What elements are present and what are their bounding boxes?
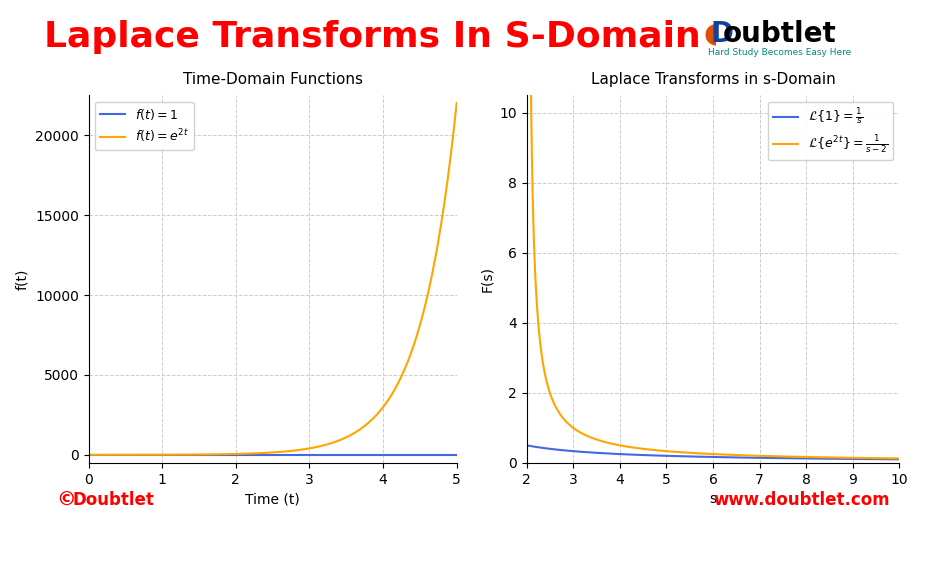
Text: Doubtlet: Doubtlet [73,491,155,509]
X-axis label: Time (t): Time (t) [245,492,300,506]
Text: ◖: ◖ [704,20,719,48]
Line: $\mathcal{L}\{e^{2t}\} = \frac{1}{s-2}$: $\mathcal{L}\{e^{2t}\} = \frac{1}{s-2}$ [528,0,899,458]
$\mathcal{L}\{1\} = \frac{1}{s}$ [699,453,710,460]
$\mathcal{L}\{e^{2t}\} = \frac{1}{s-2}$ [724,452,735,458]
$\mathcal{L}\{e^{2t}\} = \frac{1}{s-2}$ [702,450,713,457]
$f(t) = 1$ [443,452,454,458]
$\mathcal{L}\{e^{2t}\} = \frac{1}{s-2}$ [744,452,755,459]
$f(t) = 1$ [451,452,462,458]
Text: ©: © [56,491,75,510]
$f(t) = 1$ [282,452,294,458]
X-axis label: s: s [709,492,717,506]
$f(t) = e^{2t}$ [282,448,294,454]
$f(t) = e^{2t}$ [258,449,269,456]
$\mathcal{L}\{1\} = \frac{1}{s}$ [523,443,534,449]
$\mathcal{L}\{e^{2t}\} = \frac{1}{s-2}$ [827,454,838,461]
$\mathcal{L}\{1\} = \frac{1}{s}$ [884,456,896,463]
$f(t) = e^{2t}$ [260,449,271,456]
Line: $f(t) = e^{2t}$: $f(t) = e^{2t}$ [89,103,457,455]
Text: Hard Study Becomes Easy Here: Hard Study Becomes Easy Here [708,48,852,57]
$\mathcal{L}\{e^{2t}\} = \frac{1}{s-2}$ [699,450,710,457]
$f(t) = e^{2t}$ [451,99,462,106]
$f(t) = 1$ [385,452,396,458]
$\mathcal{L}\{1\} = \frac{1}{s}$ [894,456,905,463]
Title: Time-Domain Functions: Time-Domain Functions [183,72,363,88]
$f(t) = e^{2t}$ [443,175,454,182]
$f(t) = 1$ [83,452,94,458]
Title: Laplace Transforms in s-Domain: Laplace Transforms in s-Domain [591,72,835,88]
Text: oubtlet: oubtlet [722,20,836,48]
$f(t) = e^{2t}$ [302,445,313,452]
$\mathcal{L}\{1\} = \frac{1}{s}$ [827,456,838,462]
Line: $\mathcal{L}\{1\} = \frac{1}{s}$: $\mathcal{L}\{1\} = \frac{1}{s}$ [528,446,899,459]
$f(t) = 1$ [260,452,271,458]
$f(t) = 1$ [258,452,269,458]
FancyBboxPatch shape [29,32,932,521]
Y-axis label: f(t): f(t) [16,268,30,290]
$f(t) = e^{2t}$ [83,452,94,458]
Y-axis label: F(s): F(s) [480,266,494,292]
$\mathcal{L}\{e^{2t}\} = \frac{1}{s-2}$ [884,455,896,462]
Text: www.doubtlet.com: www.doubtlet.com [713,491,890,509]
$f(t) = 1$ [302,452,313,458]
$f(t) = e^{2t}$ [385,393,396,400]
$\mathcal{L}\{e^{2t}\} = \frac{1}{s-2}$ [894,455,905,462]
Text: D: D [710,20,733,48]
$\mathcal{L}\{1\} = \frac{1}{s}$ [744,454,755,461]
Legend: $f(t) = 1$, $f(t) = e^{2t}$: $f(t) = 1$, $f(t) = e^{2t}$ [95,102,194,150]
$\mathcal{L}\{1\} = \frac{1}{s}$ [724,454,735,461]
$\mathcal{L}\{1\} = \frac{1}{s}$ [702,453,713,460]
Text: Laplace Transforms In S-Domain: Laplace Transforms In S-Domain [45,20,701,54]
Legend: $\mathcal{L}\{1\} = \frac{1}{s}$, $\mathcal{L}\{e^{2t}\} = \frac{1}{s-2}$: $\mathcal{L}\{1\} = \frac{1}{s}$, $\math… [768,102,893,160]
